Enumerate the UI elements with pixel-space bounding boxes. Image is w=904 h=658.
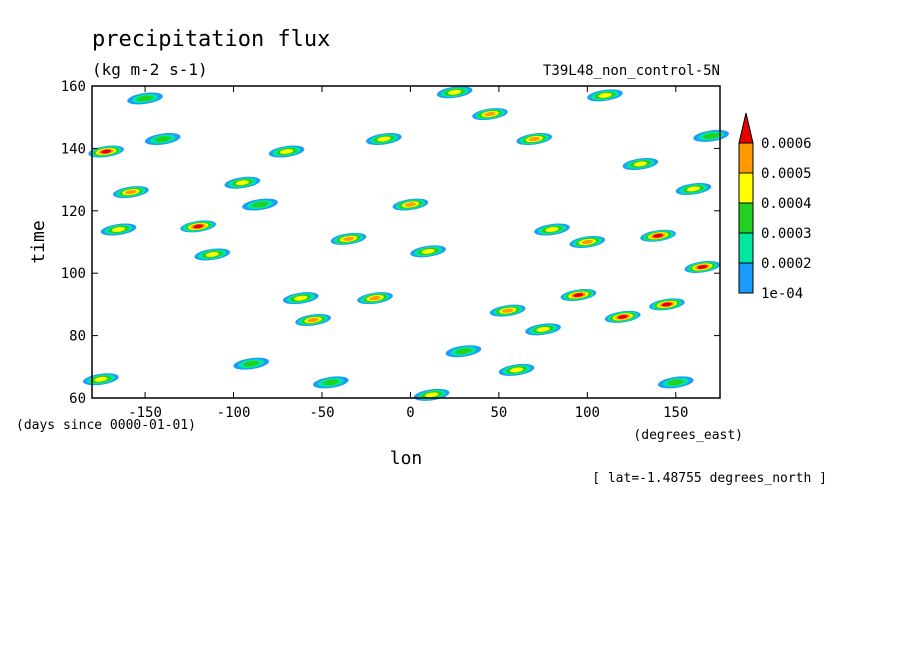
precip-cell-contour	[369, 296, 381, 301]
precip-cell-contour	[94, 376, 108, 382]
y-axis-units: (days since 0000-01-01)	[16, 418, 196, 433]
x-axis-ticks: -150 -100 -50 0 50 100 150	[128, 86, 688, 421]
precip-cell-contour	[667, 379, 684, 386]
precip-cell-contour	[425, 392, 439, 398]
precip-cell-contour	[653, 233, 664, 238]
x-tick-label: 150	[663, 405, 688, 421]
x-tick-label: -50	[309, 405, 334, 421]
precip-cell-contour	[377, 136, 391, 142]
colorbar-label: 0.0004	[761, 196, 812, 212]
colorbar-box	[738, 232, 754, 264]
precip-cell-contour	[252, 201, 268, 208]
precip-cell-contour	[448, 89, 462, 95]
x-tick-label: -150	[128, 405, 162, 421]
chart-units: (kg m-2 s-1)	[92, 60, 208, 79]
colorbar-label: 0.0003	[761, 226, 812, 242]
precip-cell-contour	[528, 136, 540, 142]
y-tick-label: 100	[61, 266, 86, 282]
x-tick-label: -100	[217, 405, 251, 421]
chart-title: precipitation flux	[92, 27, 330, 52]
precip-cell-contour	[307, 317, 319, 323]
precip-cell-contour	[484, 111, 496, 117]
precip-cell-contour	[536, 326, 550, 332]
precip-cell-contour	[455, 348, 472, 355]
y-tick-label: 60	[69, 391, 86, 407]
precip-cell-contour	[545, 227, 559, 232]
plot-frame	[91, 85, 721, 399]
precip-cell-contour	[581, 239, 593, 245]
x-tick-label: 50	[490, 405, 507, 421]
colorbar-extend-arrow	[738, 112, 754, 144]
precip-cell-contour	[137, 95, 154, 102]
precip-cell-contour	[510, 367, 524, 373]
precip-cell-contour	[661, 302, 672, 307]
precip-cell-contour	[342, 236, 355, 242]
y-tick-label: 140	[61, 141, 86, 157]
precip-cell-contour	[633, 161, 647, 167]
colorbar-label: 0.0006	[761, 136, 812, 152]
precip-cell-contour	[235, 180, 249, 186]
x-axis-units: (degrees_east)	[633, 428, 743, 443]
y-tick-label: 80	[69, 329, 86, 345]
precip-cell-contour	[573, 293, 584, 298]
precip-cell-contour	[111, 227, 126, 232]
colorbar-label: 1e-04	[761, 286, 803, 302]
precip-cell-contour	[598, 92, 612, 98]
precip-cell-contour	[697, 264, 708, 269]
precip-cell-contour	[125, 189, 137, 195]
chart-subtitle: [ lat=-1.48755 degrees_north ]	[592, 471, 827, 486]
x-axis-label: lon	[390, 448, 423, 469]
precip-cell-contour	[617, 314, 628, 319]
y-tick-label: 120	[61, 204, 86, 220]
precip-cell-contour	[280, 149, 294, 154]
x-tick-label: 100	[575, 405, 600, 421]
colorbar-label: 0.0005	[761, 166, 812, 182]
precip-cell-contour	[404, 202, 417, 207]
precip-cell-contour	[322, 379, 339, 386]
experiment-label: T39L48_non_control-5N	[543, 63, 720, 79]
colorbar-box	[738, 142, 754, 174]
precip-cell-contour	[101, 149, 112, 154]
colorbar-box	[738, 262, 754, 294]
precip-cell-contour	[421, 248, 435, 254]
colorbar-box	[738, 172, 754, 204]
precip-cell-contour	[502, 308, 514, 313]
precip-cell-contour	[686, 186, 701, 192]
y-axis-ticks: 60 80 100 120 140 160	[61, 79, 720, 407]
precip-cell-contour	[243, 360, 260, 367]
precip-cell-contour	[193, 224, 204, 229]
precipitation-cells	[83, 86, 729, 401]
x-tick-label: 0	[406, 405, 414, 421]
precip-cell-contour	[205, 252, 219, 257]
precip-cell-contour	[154, 136, 171, 142]
precip-cell-contour	[703, 133, 720, 139]
plot-background	[92, 86, 720, 398]
colorbar: 1e-04 0.0002 0.0003 0.0004 0.0005 0.0006	[738, 112, 812, 302]
y-axis-label: time	[28, 220, 49, 263]
colorbar-label: 0.0002	[761, 256, 812, 272]
precip-cell-contour	[294, 295, 308, 301]
colorbar-box	[738, 202, 754, 234]
y-tick-label: 160	[61, 79, 86, 95]
